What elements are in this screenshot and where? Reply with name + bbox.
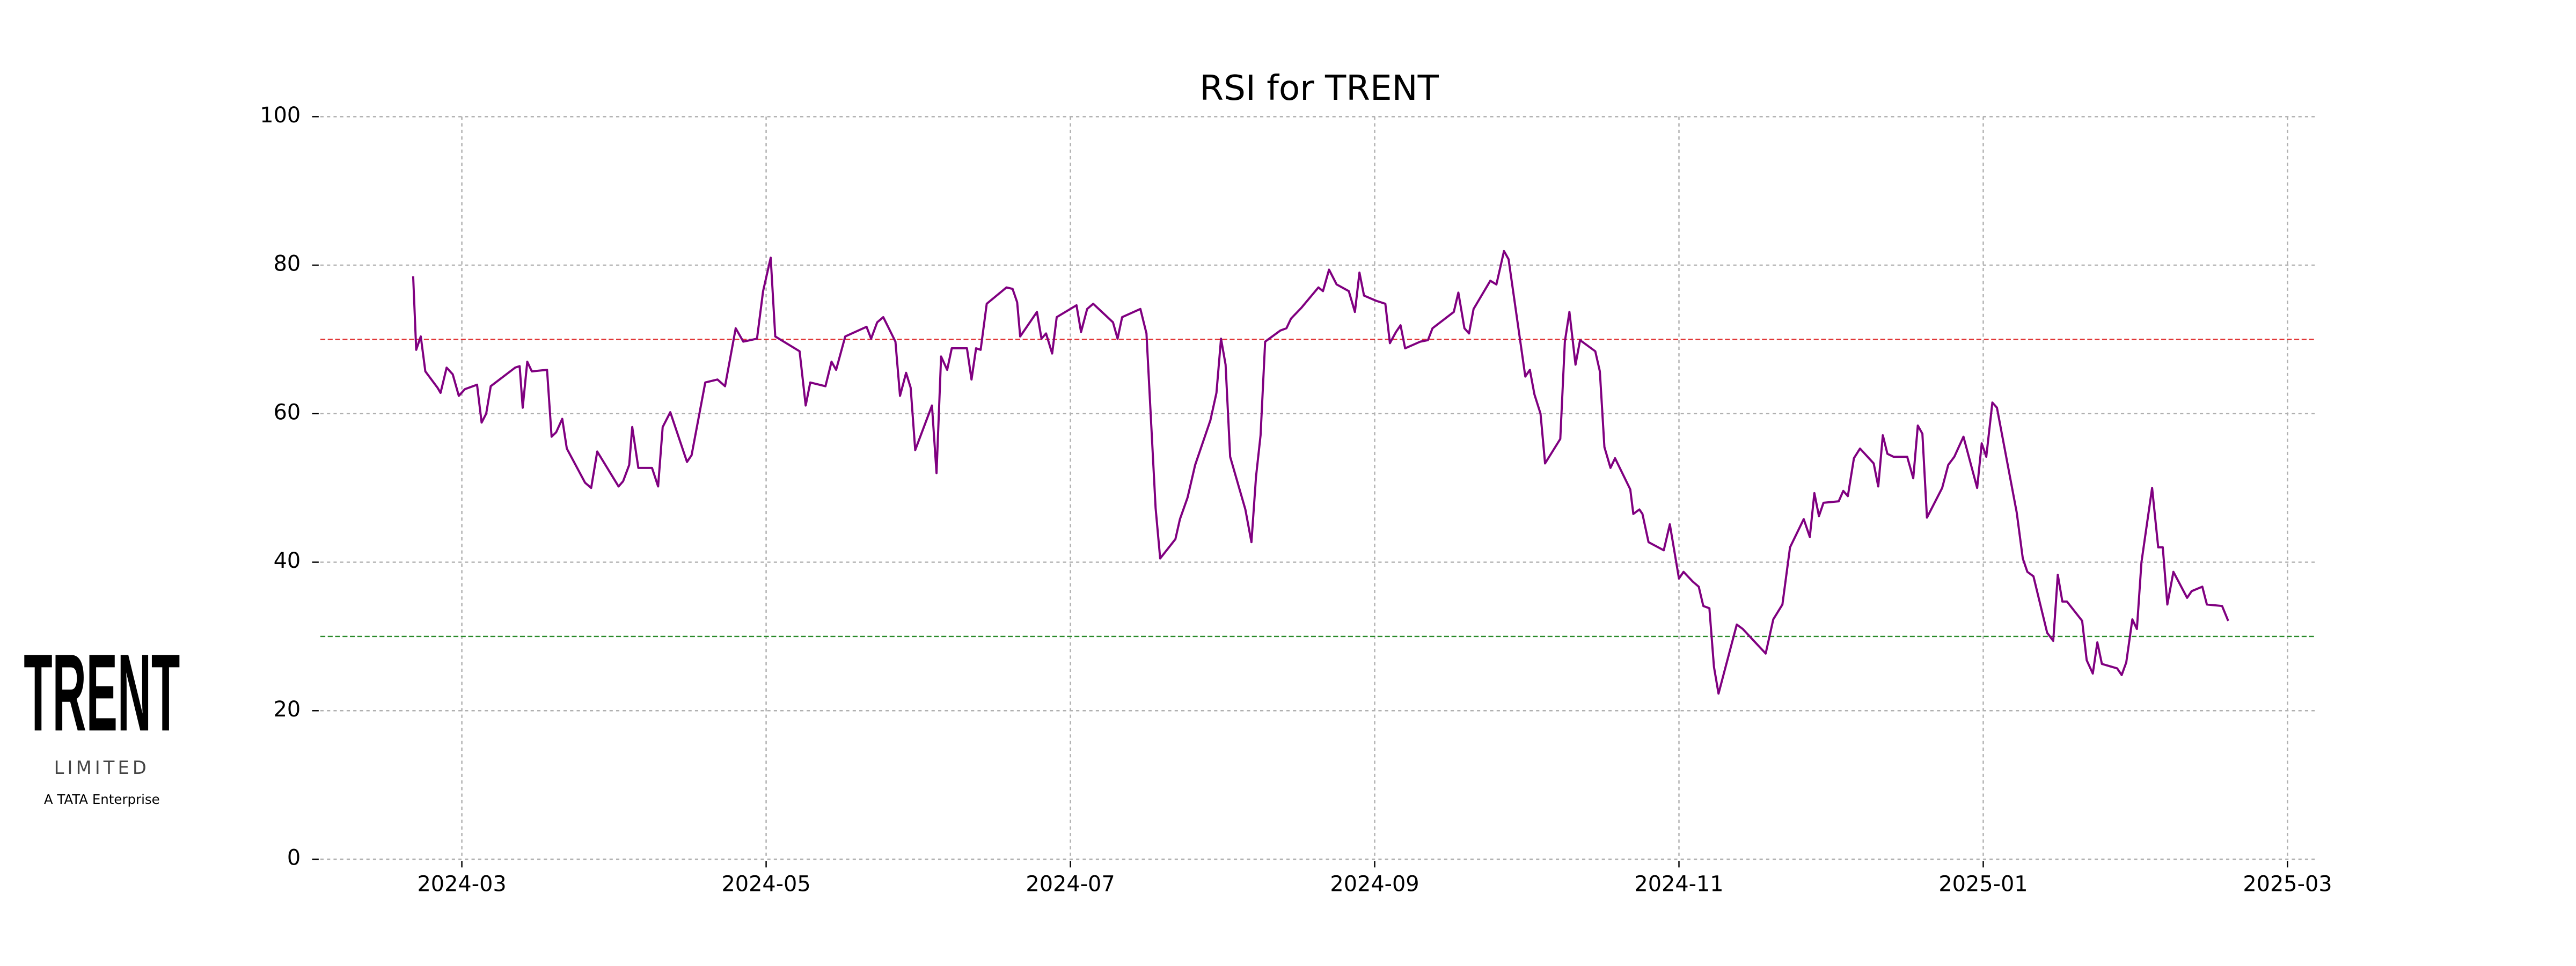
logo-subtitle: LIMITED <box>54 757 150 778</box>
rsi-line <box>412 250 2229 695</box>
y-tick-label: 20 <box>274 697 301 722</box>
x-tick-label: 2024-09 <box>1330 872 1419 897</box>
y-tick-label: 80 <box>274 252 301 276</box>
x-tick-label: 2024-07 <box>1026 872 1115 897</box>
chart-title: RSI for TRENT <box>1199 68 1439 108</box>
y-tick-label: 0 <box>287 846 301 870</box>
logo-name: TRENT <box>24 632 180 755</box>
logo-tagline: A TATA Enterprise <box>44 792 160 807</box>
y-tick-label: 40 <box>274 548 301 573</box>
logo: TRENT LIMITED A TATA Enterprise <box>24 632 180 807</box>
x-tick-label: 2024-05 <box>721 872 810 897</box>
x-tick-label: 2024-03 <box>417 872 506 897</box>
y-tick-label: 60 <box>274 400 301 425</box>
x-tick-label: 2025-03 <box>2243 872 2332 897</box>
x-tick-label: 2025-01 <box>1938 872 2028 897</box>
x-tick-label: 2024-11 <box>1634 872 1723 897</box>
y-tick-label: 100 <box>260 103 301 128</box>
